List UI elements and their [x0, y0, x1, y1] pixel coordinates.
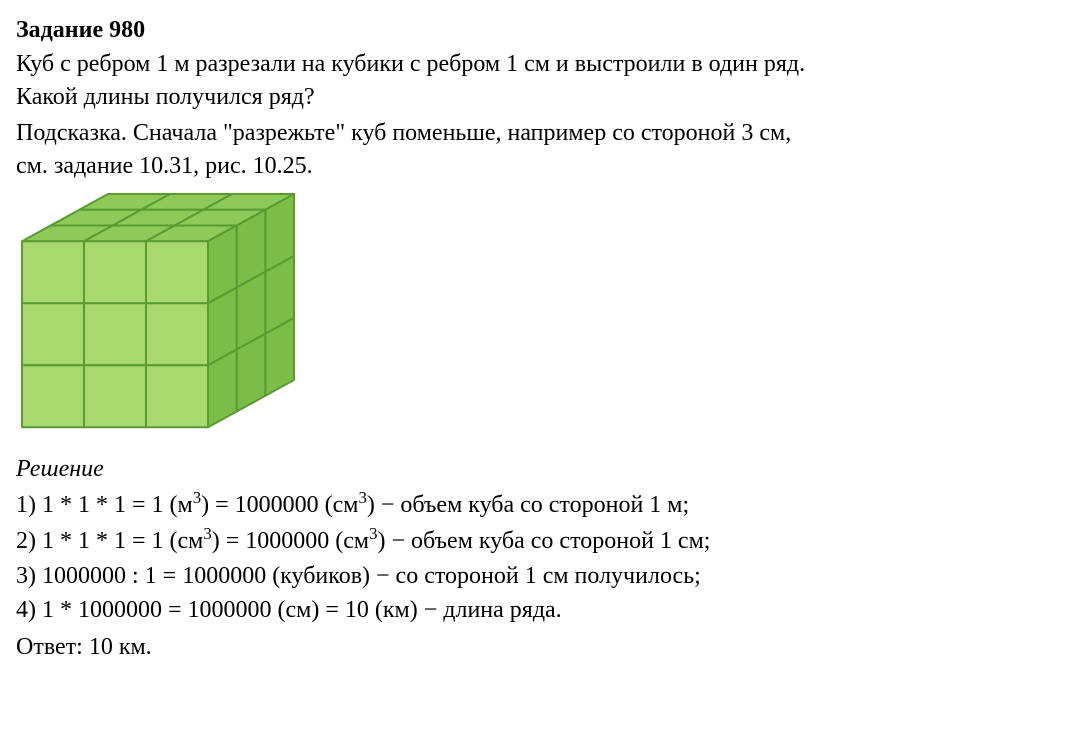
- hint-line-2: см. задание 10.31, рис. 10.25.: [16, 153, 313, 179]
- solution-step: 3) 1000000 : 1 = 1000000 (кубиков) − со …: [16, 560, 1060, 592]
- solution-label: Решение: [16, 456, 104, 482]
- problem-line-1: Куб с ребром 1 м разрезали на кубики с р…: [16, 51, 805, 77]
- solution-step: 4) 1 * 1000000 = 1000000 (см) = 10 (км) …: [16, 594, 1060, 626]
- solution-step: 1) 1 * 1 * 1 = 1 (м3) = 1000000 (см3) − …: [16, 487, 1060, 521]
- hint-line-1: Подсказка. Сначала "разрежьте" куб помен…: [16, 120, 791, 146]
- cube-icon: [16, 188, 300, 433]
- hint-text: Подсказка. Сначала "разрежьте" куб помен…: [16, 117, 1060, 182]
- answer-text: Ответ: 10 км.: [16, 631, 1060, 663]
- task-title: Задание 980: [16, 14, 1060, 46]
- solution-steps: 1) 1 * 1 * 1 = 1 (м3) = 1000000 (см3) − …: [16, 487, 1060, 627]
- problem-text: Куб с ребром 1 м разрезали на кубики с р…: [16, 48, 1060, 113]
- problem-line-2: Какой длины получился ряд?: [16, 84, 315, 110]
- solution-step: 2) 1 * 1 * 1 = 1 (см3) = 1000000 (см3) −…: [16, 523, 1060, 557]
- solution-block: Решение 1) 1 * 1 * 1 = 1 (м3) = 1000000 …: [16, 453, 1060, 627]
- cube-figure: [16, 188, 1060, 443]
